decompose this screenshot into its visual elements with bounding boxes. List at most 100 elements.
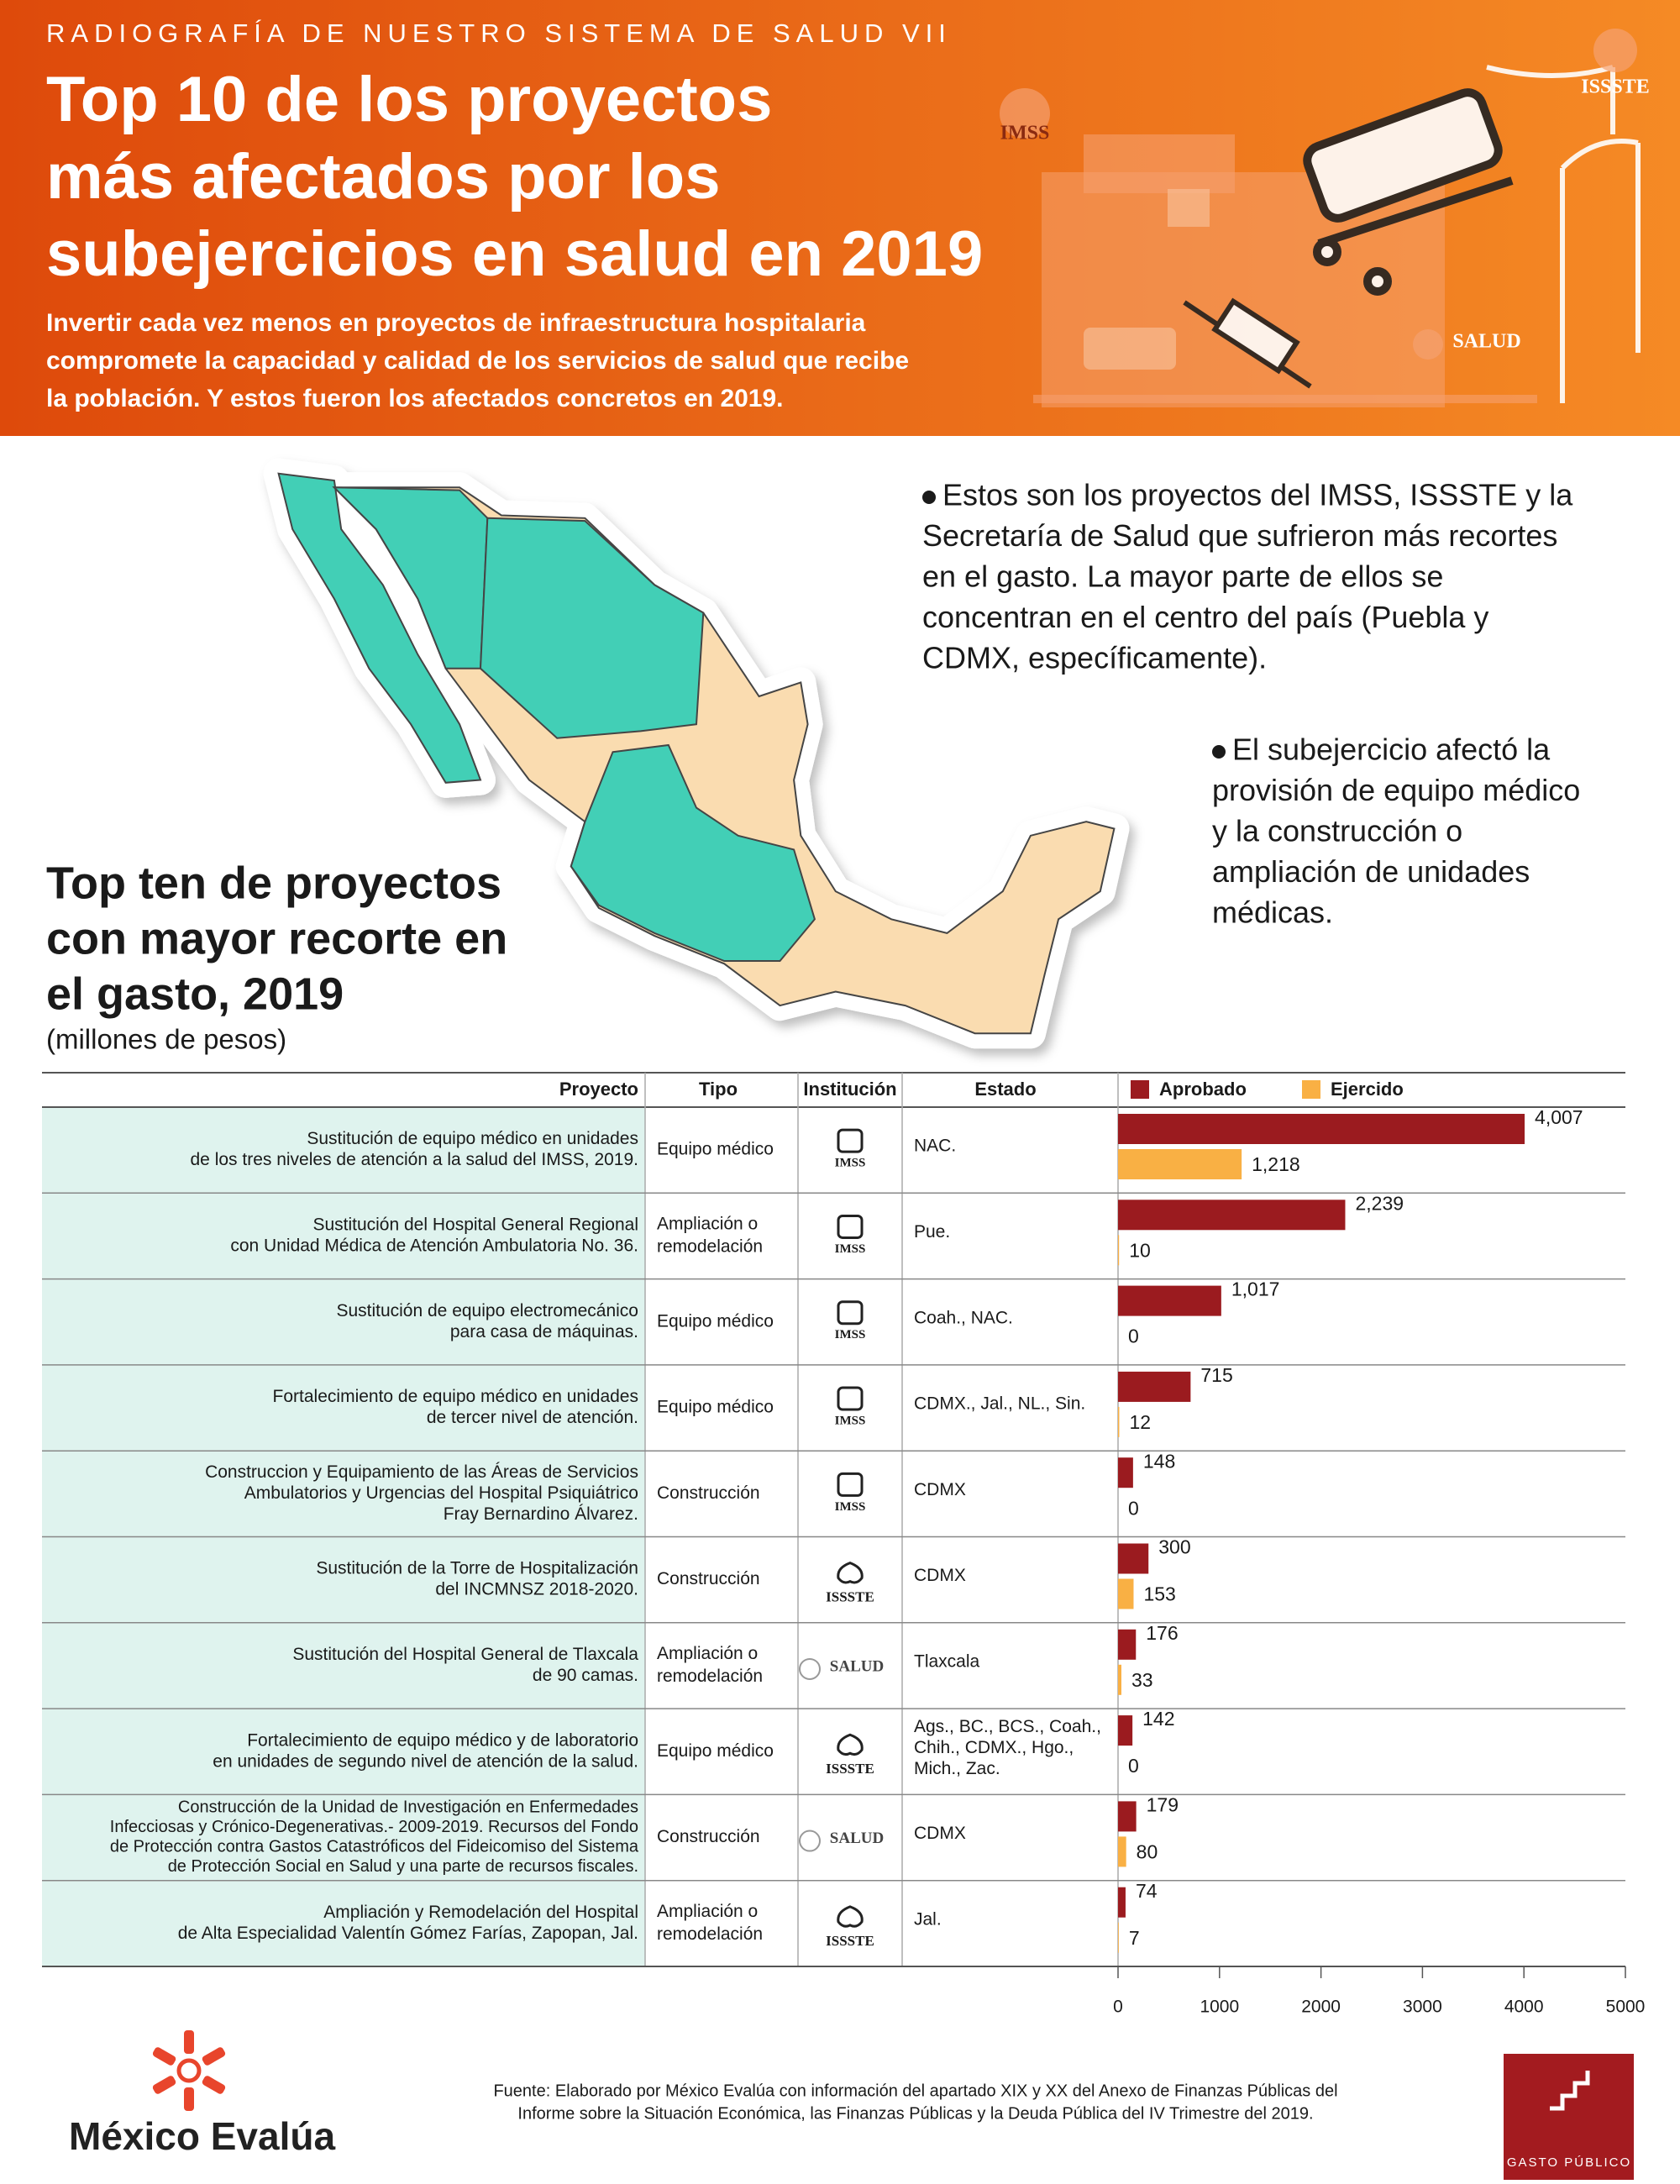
project-name: de 90 camas. <box>533 1666 638 1685</box>
project-name: Infecciosas y Crónico-Degenerativas.- 20… <box>110 1818 638 1836</box>
bar-aprobado <box>1118 1457 1133 1488</box>
institution-logo: ISSSTE <box>826 1933 874 1949</box>
project-name: Ampliación y Remodelación del Hospital <box>323 1903 638 1922</box>
bar-aprobado <box>1118 1715 1133 1746</box>
map-region <box>277 472 482 784</box>
bar-aprobado <box>1118 1629 1137 1660</box>
project-name: Fray Bernardino Álvarez. <box>444 1504 638 1524</box>
project-type: Ampliación o <box>657 1214 758 1233</box>
project-name: para casa de máquinas. <box>450 1322 638 1341</box>
project-name: Fortalecimiento de equipo médico en unid… <box>273 1387 638 1406</box>
project-state: Ags., BC., BCS., Coah., <box>914 1717 1101 1736</box>
project-state: Tlaxcala <box>914 1651 980 1671</box>
project-name: en unidades de segundo nivel de atención… <box>213 1751 638 1771</box>
x-tick-label: 2000 <box>1301 1998 1341 2017</box>
project-name: Ambulatorios y Urgencias del Hospital Ps… <box>244 1483 638 1503</box>
chart-title: el gasto, 2019 <box>46 969 344 1019</box>
project-state: CDMX <box>914 1566 966 1585</box>
project-name: Sustitución del Hospital General de Tlax… <box>292 1645 638 1664</box>
bullet-dot <box>922 491 936 504</box>
value-label: 12 <box>1129 1411 1151 1433</box>
institution-icon <box>799 1657 821 1680</box>
column-header: Proyecto <box>559 1079 638 1100</box>
project-state: Coah., NAC. <box>914 1308 1013 1327</box>
institution-logo: IMSS <box>835 1157 866 1170</box>
brand-logo <box>152 2030 226 2111</box>
value-label: 33 <box>1131 1669 1153 1691</box>
institution-logo: IMSS <box>835 1414 866 1427</box>
value-label: 179 <box>1147 1793 1179 1815</box>
project-name: Construcción de la Unidad de Investigaci… <box>178 1798 638 1817</box>
value-label: 2,239 <box>1355 1192 1404 1214</box>
project-type: Construcción <box>657 1483 760 1503</box>
bar-aprobado <box>1118 1371 1191 1402</box>
badge-box <box>1504 2054 1634 2180</box>
institution-icon <box>837 1562 864 1584</box>
bullet-text: en el gasto. La mayor parte de ellos se <box>922 559 1443 594</box>
title: subejercicios en salud en 2019 <box>46 218 983 290</box>
bar-ejercido <box>1118 1922 1119 1953</box>
column-header: Tipo <box>699 1079 738 1100</box>
project-state: Chih., CDMX., Hgo., <box>914 1738 1074 1757</box>
project-state: CDMX., Jal., NL., Sin. <box>914 1394 1085 1414</box>
value-label: 0 <box>1128 1497 1139 1519</box>
x-tick-label: 5000 <box>1606 1998 1646 2017</box>
bullet-text: médicas. <box>1212 895 1333 930</box>
bar-aprobado <box>1118 1801 1137 1832</box>
map-region <box>332 486 489 669</box>
legend-label: Ejercido <box>1331 1079 1404 1100</box>
chart-subtitle: (millones de pesos) <box>46 1024 286 1055</box>
value-label: 80 <box>1137 1840 1158 1862</box>
institution-logo: ISSSTE <box>826 1761 874 1777</box>
bullet-text: ampliación de unidades <box>1212 854 1530 889</box>
value-label: 1,218 <box>1252 1153 1300 1175</box>
project-state: NAC. <box>914 1137 956 1156</box>
value-label: 4,007 <box>1535 1106 1583 1128</box>
project-type: Equipo médico <box>657 1741 774 1761</box>
institution-logo: IMSS <box>835 1328 866 1341</box>
project-name: Construccion y Equipamiento de las Áreas… <box>205 1462 638 1482</box>
description: la población. Y estos fueron los afectad… <box>46 385 784 412</box>
bar-ejercido <box>1118 1149 1242 1179</box>
column-header: Institución <box>803 1079 896 1100</box>
x-tick-label: 1000 <box>1200 1998 1239 2017</box>
project-name: Fortalecimiento de equipo médico y de la… <box>247 1730 638 1750</box>
x-tick-label: 0 <box>1113 1998 1123 2017</box>
project-name: de Protección contra Gastos Catastrófico… <box>110 1838 639 1856</box>
bullet-text: Estos son los proyectos del IMSS, ISSSTE… <box>942 478 1573 512</box>
project-type: Equipo médico <box>657 1311 774 1331</box>
project-type: Ampliación o <box>657 1902 758 1921</box>
value-label: 1,017 <box>1231 1278 1280 1300</box>
value-label: 7 <box>1129 1927 1140 1949</box>
bullet-text: CDMX, específicamente). <box>922 641 1267 675</box>
institution-icon <box>837 1386 864 1411</box>
project-type: remodelación <box>657 1924 763 1944</box>
institution-icon <box>837 1733 864 1756</box>
value-label: 176 <box>1146 1622 1178 1644</box>
institution-icon <box>837 1128 864 1153</box>
map <box>263 458 1130 1049</box>
institution-logo: SALUD <box>830 1657 884 1675</box>
source-note: Informe sobre la Situación Económica, la… <box>517 2104 1313 2123</box>
project-type: remodelación <box>657 1667 763 1686</box>
column-header: Estado <box>974 1079 1036 1100</box>
project-name: del INCMNSZ 2018-2020. <box>435 1580 638 1599</box>
header-logo: IMSS <box>1000 123 1050 144</box>
institution-icon <box>837 1214 864 1239</box>
header-logo: SALUD <box>1452 331 1520 353</box>
project-state: CDMX <box>914 1480 966 1499</box>
description: Invertir cada vez menos en proyectos de … <box>46 309 866 337</box>
legend-swatch <box>1302 1080 1320 1099</box>
bar-aprobado <box>1118 1285 1221 1316</box>
institution-logo: SALUD <box>830 1830 884 1847</box>
value-label: 74 <box>1136 1880 1158 1902</box>
legend-swatch <box>1131 1080 1149 1099</box>
institution-icon <box>837 1300 864 1326</box>
project-name: de Protección Social en Salud y una part… <box>168 1857 638 1876</box>
bullet-text: Secretaría de Salud que sufrieron más re… <box>922 518 1557 553</box>
value-label: 148 <box>1143 1450 1175 1472</box>
bar-ejercido <box>1118 1578 1134 1609</box>
project-type: Construcción <box>657 1827 760 1846</box>
institution-icon <box>799 1830 821 1852</box>
